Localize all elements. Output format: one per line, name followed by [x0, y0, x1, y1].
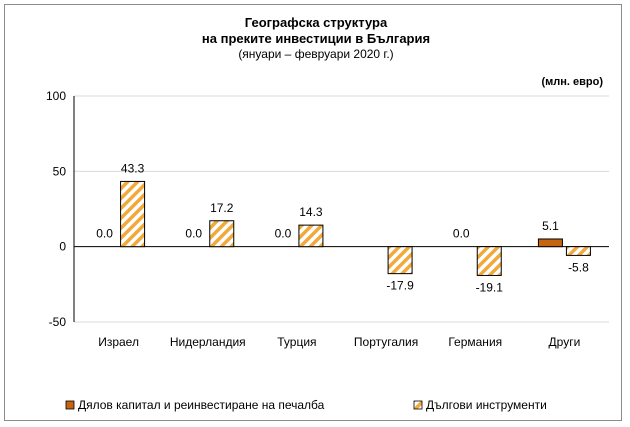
bar-equity — [537, 238, 563, 248]
bar-debt — [476, 246, 502, 276]
x-tick-label: Други — [549, 335, 581, 349]
data-label: 0.0 — [96, 227, 113, 241]
legend: Дялов капитал и реинвестиране на печалба… — [65, 398, 547, 412]
x-tick-label: Португалия — [354, 335, 418, 349]
plot-area: -50 0 50 100 Израел 0.0 43.3 Нидерландия 0.0 17.2… — [46, 89, 609, 349]
x-tick-label: Нидерландия — [170, 335, 246, 349]
legend-swatch-equity — [65, 400, 75, 410]
legend-label-equity: Дялов капитал и реинвестиране на печалба — [78, 398, 325, 412]
y-tick-label: -50 — [49, 315, 67, 329]
bar-debt — [387, 246, 413, 275]
x-tick-label: Германия — [448, 335, 502, 349]
data-label: 0.0 — [185, 227, 202, 241]
y-tick-label: 0 — [59, 240, 66, 254]
chart-title-line2: на преките инвестиции в България — [202, 31, 430, 46]
data-label: 0.0 — [453, 227, 470, 241]
legend-label-debt: Дългови инструменти — [426, 398, 547, 412]
x-tick-label: Израел — [98, 335, 139, 349]
chart-subtitle: (януари – февруари 2020 г.) — [238, 47, 393, 61]
data-label: -19.1 — [476, 280, 504, 294]
y-tick-label: 50 — [53, 164, 67, 178]
chart: Географска структура на преките инвестиц… — [46, 15, 609, 412]
data-label: 14.3 — [299, 205, 323, 219]
bar-debt — [120, 180, 146, 248]
chart-title: Географска структура — [245, 15, 388, 30]
legend-swatch-debt — [413, 400, 423, 410]
data-label: 17.2 — [210, 201, 234, 215]
data-label: 5.1 — [542, 219, 559, 233]
x-tick-label: Турция — [277, 335, 316, 349]
unit-label: (млн. евро) — [541, 76, 603, 88]
bar-debt — [298, 224, 324, 248]
data-label: 0.0 — [275, 227, 292, 241]
data-label: -5.8 — [568, 260, 589, 274]
chart-frame: Географска структура на преките инвестиц… — [4, 4, 622, 421]
bar-debt — [209, 220, 235, 248]
y-tick-label: 100 — [46, 89, 66, 103]
bar-debt — [565, 246, 591, 256]
data-label: -17.9 — [386, 279, 414, 293]
data-label: 43.3 — [121, 161, 145, 175]
